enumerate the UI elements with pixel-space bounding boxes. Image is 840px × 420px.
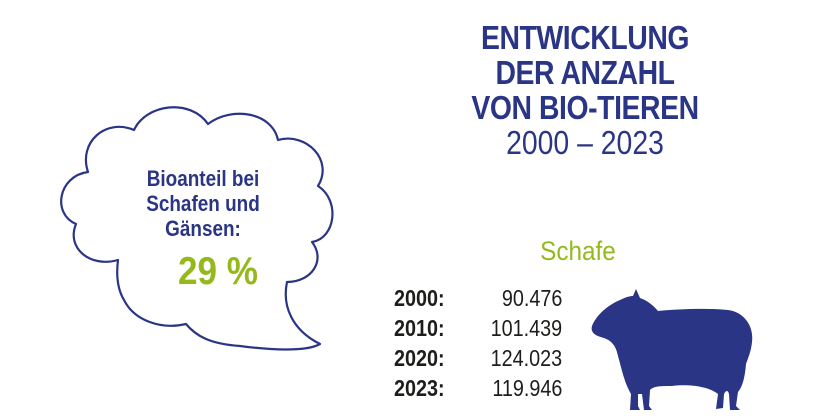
row-value: 101.439 bbox=[490, 315, 562, 341]
table-row: 2010: 101.439 bbox=[394, 313, 580, 343]
bubble-caption: Bioanteil bei Schafen und Gänsen: bbox=[118, 166, 288, 241]
bio-share-value: 29 % bbox=[178, 250, 259, 293]
row-year: 2020: bbox=[394, 345, 445, 371]
title-line-2: DER ANZAHL bbox=[495, 54, 675, 91]
table-row: 2000: 90.476 bbox=[394, 283, 580, 313]
row-year: 2000: bbox=[394, 285, 445, 311]
row-value: 90.476 bbox=[501, 285, 562, 311]
title-line-3: VON BIO-TIEREN bbox=[471, 89, 699, 126]
row-year: 2023: bbox=[394, 375, 445, 401]
row-value: 124.023 bbox=[490, 345, 562, 371]
table-row: 2020: 124.023 bbox=[394, 343, 580, 373]
infographic-title: ENTWICKLUNG DER ANZAHL VON BIO-TIEREN 20… bbox=[440, 20, 730, 161]
sheep-icon bbox=[591, 289, 753, 410]
row-year: 2010: bbox=[394, 315, 445, 341]
bubble-line-2: Schafen und bbox=[146, 191, 260, 216]
title-line-1: ENTWICKLUNG bbox=[480, 19, 690, 56]
table-row: 2023: 119.946 bbox=[394, 373, 580, 403]
animal-label: Schafe bbox=[540, 236, 616, 266]
bubble-line-1: Bioanteil bei bbox=[146, 166, 260, 191]
bubble-line-3: Gänsen: bbox=[165, 216, 241, 241]
row-value: 119.946 bbox=[491, 375, 562, 401]
speech-cloud-icon bbox=[60, 106, 334, 351]
title-years: 2000 – 2023 bbox=[506, 124, 664, 161]
animal-count-table: 2000: 90.476 2010: 101.439 2020: 124.023… bbox=[394, 283, 580, 403]
